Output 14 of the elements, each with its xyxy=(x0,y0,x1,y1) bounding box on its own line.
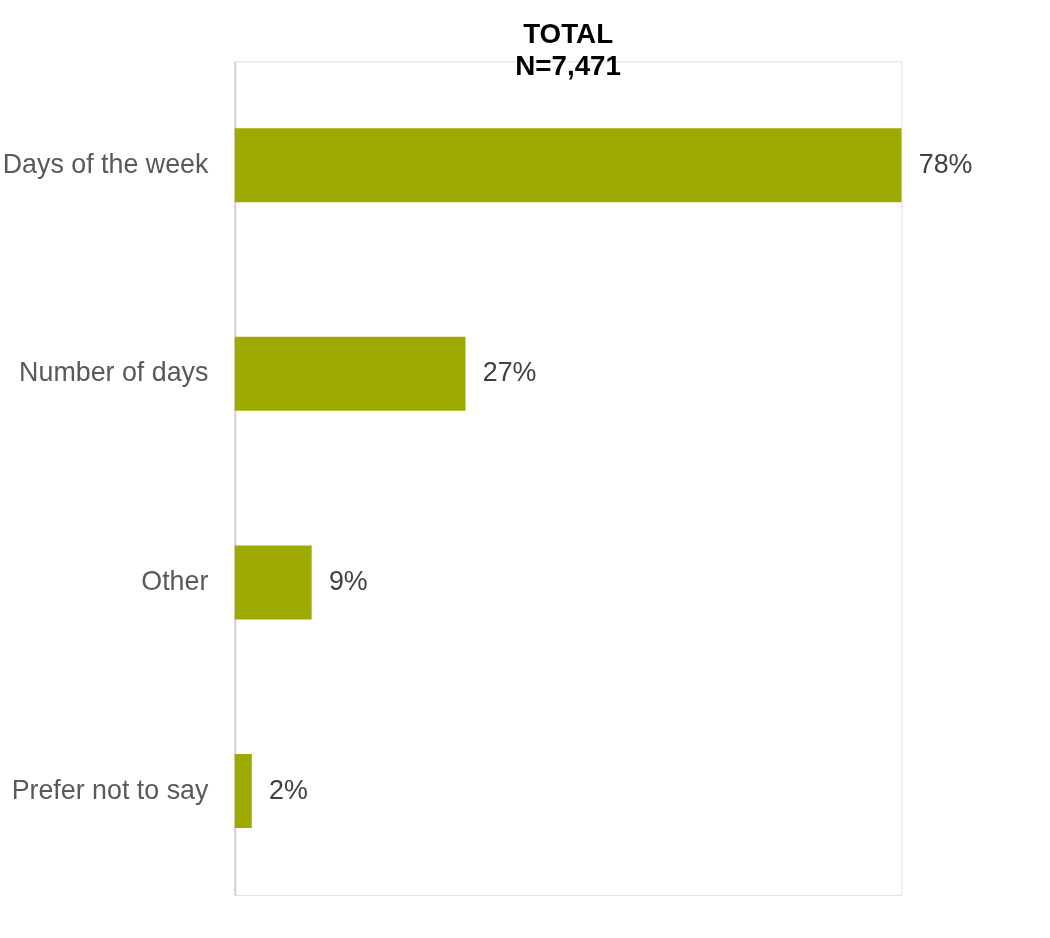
bar xyxy=(234,754,252,829)
data-label: 9% xyxy=(328,566,368,597)
bar xyxy=(234,128,902,203)
chart-subtitle: N=7,471 xyxy=(515,49,621,81)
data-label: 2% xyxy=(269,774,308,805)
y-tick-label: Other xyxy=(141,566,209,597)
y-tick-label: Days of the week xyxy=(2,148,209,179)
bar xyxy=(234,545,312,620)
data-label: 27% xyxy=(482,357,537,388)
chart-title: TOTAL xyxy=(523,18,614,50)
y-tick-label: Number of days xyxy=(19,357,209,388)
y-tick-label: Prefer not to say xyxy=(11,774,209,805)
data-label: 78% xyxy=(918,148,973,179)
bar xyxy=(234,336,466,411)
